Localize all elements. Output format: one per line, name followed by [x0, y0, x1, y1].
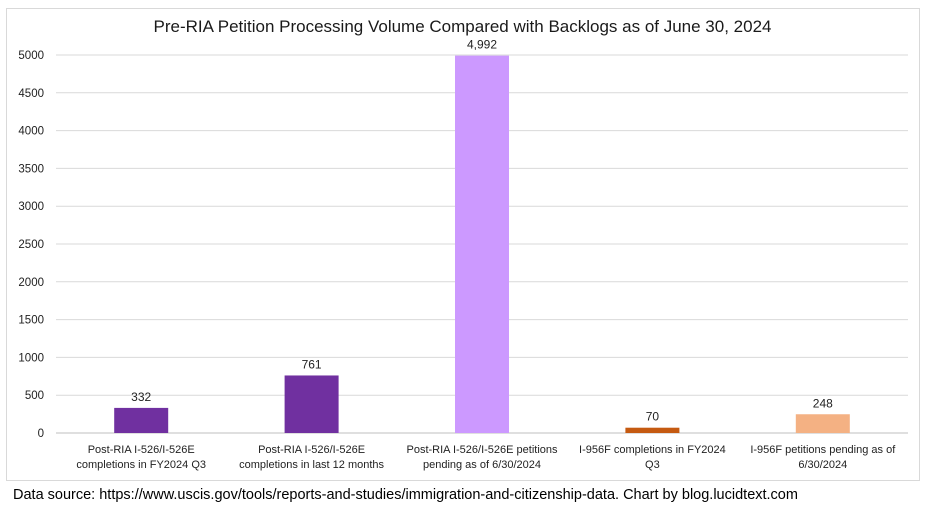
- bar: [455, 55, 509, 434]
- y-tick-label: 2000: [18, 277, 44, 289]
- data-label: 248: [813, 396, 833, 410]
- data-label: 761: [302, 357, 322, 371]
- category-label-line: 6/30/2024: [798, 459, 847, 471]
- category-label-line: completions in FY2024 Q3: [76, 459, 206, 471]
- category-label-line: I-956F petitions pending as of: [750, 444, 896, 456]
- bar: [795, 414, 850, 433]
- y-tick-label: 2500: [18, 239, 44, 251]
- bar: [114, 407, 169, 433]
- source-note: Data source: https://www.uscis.gov/tools…: [13, 487, 798, 503]
- y-tick-label: 1000: [18, 352, 44, 364]
- y-tick-label: 4500: [18, 88, 44, 100]
- y-tick-label: 5000: [18, 50, 44, 62]
- category-label-line: Q3: [645, 459, 660, 471]
- category-label-line: I-956F completions in FY2024: [579, 444, 726, 456]
- y-tick-label: 500: [25, 390, 44, 402]
- category-label-line: Post-RIA I-526/I-526E petitions: [406, 444, 558, 456]
- y-tick-label: 0: [38, 428, 44, 440]
- category-label: Post-RIA I-526/I-526E completions in last…: [239, 444, 384, 471]
- data-label: 332: [131, 390, 151, 404]
- category-label: I-956F completions in FY2024 Q3: [579, 444, 726, 471]
- y-tick-label: 1500: [18, 315, 44, 327]
- category-label: Post-RIA I-526/I-526E petitions pending a…: [406, 444, 558, 471]
- bar: [625, 427, 680, 433]
- category-label: Post-RIA I-526/I-526E completions in FY20…: [76, 444, 206, 471]
- category-label-line: completions in last 12 months: [239, 459, 384, 471]
- bar: [284, 375, 339, 433]
- category-label: I-956F petitions pending as of 6/30/2024: [750, 444, 896, 471]
- category-label-line: Post-RIA I-526/I-526E: [258, 444, 365, 456]
- chart-title: Pre-RIA Petition Processing Volume Compa…: [153, 17, 772, 36]
- y-tick-label: 4000: [18, 126, 44, 138]
- category-label-line: Post-RIA I-526/I-526E: [88, 444, 195, 456]
- y-tick-label: 3000: [18, 201, 44, 213]
- data-label: 4,992: [467, 38, 497, 52]
- y-tick-label: 3500: [18, 163, 44, 175]
- category-label-line: pending as of 6/30/2024: [423, 459, 541, 471]
- data-label: 70: [646, 410, 660, 424]
